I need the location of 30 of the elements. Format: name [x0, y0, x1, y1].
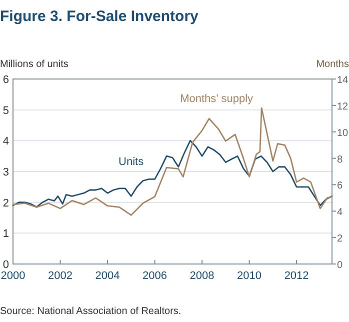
y2-tick-label: 0	[337, 260, 343, 271]
y2-tick-label: 12	[337, 101, 349, 112]
x-tick-label: 2002	[48, 270, 72, 282]
x-tick-label: 2008	[190, 270, 214, 282]
y-tick-label: 1	[2, 228, 9, 240]
y-axis-title: Millions of units	[0, 59, 68, 70]
y-tick-label: 5	[2, 104, 9, 117]
y2-axis-title: Months	[316, 59, 349, 70]
x-tick-label: 2006	[142, 270, 168, 282]
x-tick-label: 2010	[237, 270, 262, 282]
y-tick-label: 3	[2, 166, 9, 178]
y-tick-label: 2	[2, 197, 9, 210]
series-label: Units	[118, 156, 144, 168]
line-series	[12, 107, 333, 216]
y2-tick-label: 2	[337, 234, 343, 245]
series-label: Months’ supply	[180, 93, 254, 106]
y2-tick-label: 8	[337, 154, 343, 166]
x-tick-label: 2004	[95, 270, 120, 282]
y-tick-label: 4	[2, 136, 9, 148]
y2-tick-label: 4	[337, 207, 343, 218]
x-tick-label: 2012	[284, 270, 309, 282]
y-tick-label: 6	[2, 74, 9, 86]
y2-tick-label: 6	[337, 180, 343, 192]
y2-tick-label: 10	[337, 128, 349, 139]
y-tick-label: 0	[2, 259, 9, 271]
source-note: Source: National Association of Realtors.	[0, 306, 182, 317]
chart-title: Figure 3. For-Sale Inventory	[0, 8, 200, 25]
line-series	[12, 140, 333, 208]
y2-tick-label: 14	[337, 75, 349, 86]
x-tick-label: 2000	[0, 270, 26, 282]
